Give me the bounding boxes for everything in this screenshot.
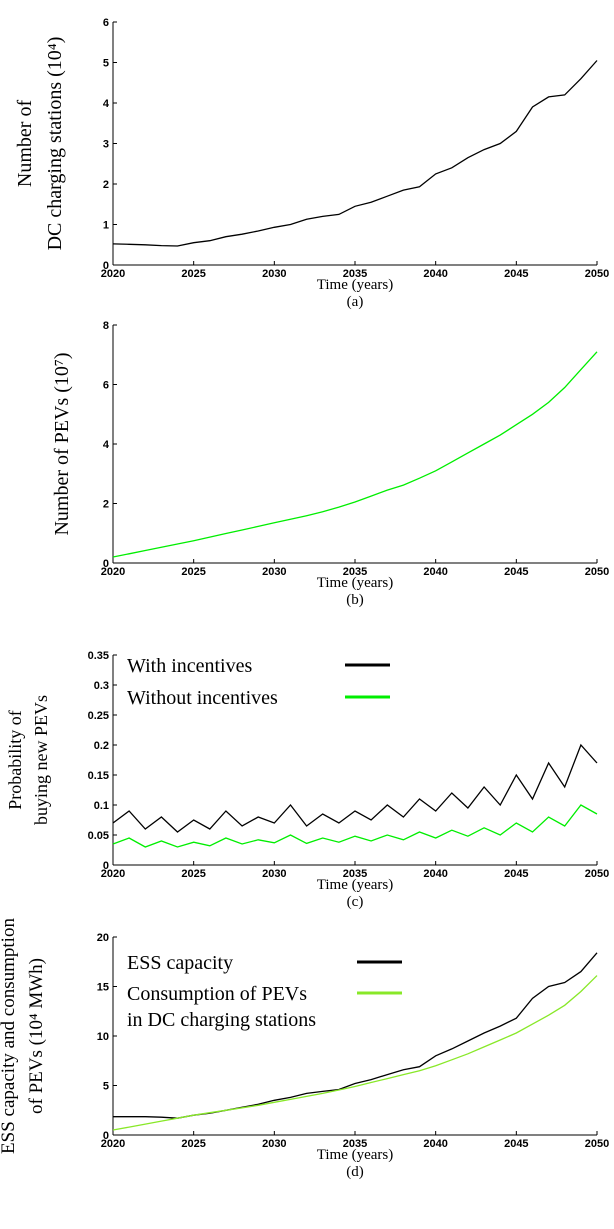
x-tick-label: 2030 bbox=[262, 868, 286, 880]
data-line bbox=[112, 60, 598, 247]
caption: (b) bbox=[346, 592, 364, 608]
y-label-group: ESS capacity and consumption of PEVs (10⁴… bbox=[0, 918, 47, 1154]
x-axis-label: Time (years) bbox=[317, 277, 394, 293]
x-tick-label: 2045 bbox=[504, 1138, 528, 1150]
x-tick-label: 2035 bbox=[343, 868, 367, 880]
data-line bbox=[112, 975, 598, 1131]
data-line bbox=[112, 804, 598, 848]
x-tick-label: 2020 bbox=[101, 566, 125, 578]
x-tick-label: 2030 bbox=[262, 1138, 286, 1150]
y-tick-label: 0 bbox=[103, 558, 109, 570]
y-tick-label: 8 bbox=[103, 320, 109, 332]
y-tick-label: 0.05 bbox=[88, 830, 109, 842]
x-axis-label: Time (years) bbox=[317, 575, 394, 591]
y-tick-label: 0.2 bbox=[94, 740, 109, 752]
x-tick-label: 2025 bbox=[181, 566, 205, 578]
x-axis-label: Time (years) bbox=[317, 1147, 394, 1163]
legend-label: Without incentives bbox=[127, 687, 278, 709]
y-label-group: Number of DC charging stations (10⁴) bbox=[14, 37, 66, 251]
y-tick-label: 0 bbox=[103, 860, 109, 872]
caption: (d) bbox=[346, 1164, 364, 1180]
x-tick-label: 2040 bbox=[423, 566, 447, 578]
data-line bbox=[113, 952, 598, 1119]
y-tick-label: 1 bbox=[103, 220, 109, 232]
y-tick-label: 4 bbox=[103, 439, 110, 451]
data-line bbox=[112, 743, 598, 833]
x-tick-label: 2040 bbox=[423, 1138, 447, 1150]
y-axis-label: Number of PEVs (10⁷) bbox=[51, 352, 73, 535]
x-tick-label: 2025 bbox=[181, 1138, 205, 1150]
x-tick-label: 2050 bbox=[585, 268, 609, 280]
x-tick-label: 2045 bbox=[504, 868, 528, 880]
x-tick-label: 2040 bbox=[423, 268, 447, 280]
y-tick-label: 0.1 bbox=[94, 800, 109, 812]
y-label-group: Number of PEVs (10⁷) bbox=[51, 352, 73, 535]
y-tick-label: 0.35 bbox=[88, 650, 109, 662]
y-tick-label: 5 bbox=[103, 1081, 109, 1093]
caption: (a) bbox=[347, 294, 364, 310]
x-tick-label: 2050 bbox=[585, 868, 609, 880]
y-tick-label: 0.15 bbox=[88, 770, 109, 782]
y-tick-label: 6 bbox=[103, 17, 109, 29]
y-tick-label: 20 bbox=[97, 932, 109, 944]
y-tick-label: 0 bbox=[103, 1130, 109, 1142]
y-tick-label: 6 bbox=[103, 380, 109, 392]
y-tick-label: 3 bbox=[103, 139, 109, 151]
y-tick-label: 2 bbox=[103, 499, 109, 511]
x-tick-label: 2035 bbox=[343, 268, 367, 280]
x-tick-label: 2045 bbox=[504, 268, 528, 280]
y-tick-label: 0 bbox=[103, 260, 109, 272]
x-axis-label: Time (years) bbox=[317, 877, 394, 893]
data-line bbox=[112, 351, 598, 558]
x-tick-label: 2040 bbox=[423, 868, 447, 880]
y-label-group: Probability of buying new PEVs bbox=[5, 695, 51, 825]
y-tick-label: 15 bbox=[97, 982, 109, 994]
legend-label: With incentives bbox=[127, 655, 252, 677]
x-tick-label: 2050 bbox=[585, 1138, 609, 1150]
legend-label: Consumption of PEVs in DC charging statio… bbox=[127, 983, 316, 1031]
x-tick-label: 2020 bbox=[101, 268, 125, 280]
y-tick-label: 10 bbox=[97, 1031, 109, 1043]
x-tick-label: 2030 bbox=[262, 268, 286, 280]
x-tick-label: 2045 bbox=[504, 566, 528, 578]
x-tick-label: 2020 bbox=[101, 1138, 125, 1150]
y-tick-label: 0.3 bbox=[94, 680, 109, 692]
x-tick-label: 2020 bbox=[101, 868, 125, 880]
x-tick-label: 2025 bbox=[181, 868, 205, 880]
x-tick-label: 2025 bbox=[181, 268, 205, 280]
y-axis-label: Number of DC charging stations (10⁴) bbox=[14, 37, 66, 251]
y-tick-label: 0.25 bbox=[88, 710, 109, 722]
x-tick-label: 2030 bbox=[262, 566, 286, 578]
y-axis-label: Probability of buying new PEVs bbox=[5, 695, 51, 825]
y-tick-label: 5 bbox=[103, 58, 109, 70]
y-tick-label: 4 bbox=[103, 98, 110, 110]
caption: (c) bbox=[347, 894, 364, 910]
y-tick-label: 2 bbox=[103, 179, 109, 191]
x-tick-label: 2050 bbox=[585, 566, 609, 578]
y-axis-label: ESS capacity and consumption of PEVs (10⁴… bbox=[0, 918, 47, 1154]
x-tick-label: 2035 bbox=[343, 1138, 367, 1150]
legend-label: ESS capacity bbox=[127, 952, 233, 974]
x-tick-label: 2035 bbox=[343, 566, 367, 578]
